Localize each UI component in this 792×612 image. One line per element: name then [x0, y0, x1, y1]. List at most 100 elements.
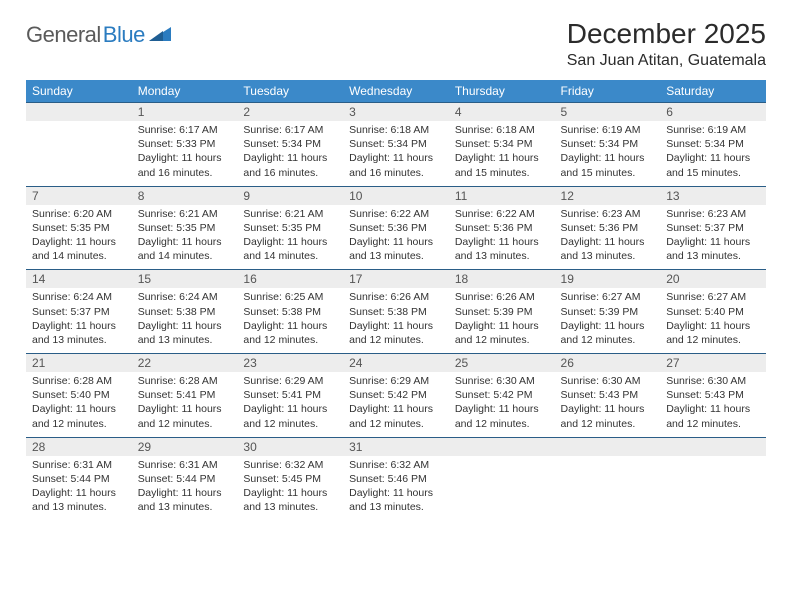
sunset-text: Sunset: 5:44 PM [138, 473, 216, 485]
day-cell: Sunrise: 6:17 AMSunset: 5:33 PMDaylight:… [132, 121, 238, 186]
sunset-text: Sunset: 5:42 PM [349, 389, 427, 401]
sunset-text: Sunset: 5:34 PM [243, 138, 321, 150]
sunrise-text: Sunrise: 6:21 AM [138, 208, 218, 220]
sunrise-text: Sunrise: 6:30 AM [666, 375, 746, 387]
daylight-text: Daylight: 11 hours and 13 minutes. [455, 236, 539, 262]
daylight-text: Daylight: 11 hours and 12 minutes. [561, 403, 645, 429]
sunset-text: Sunset: 5:39 PM [455, 306, 533, 318]
day-content-row: Sunrise: 6:31 AM Sunset: 5:44 PM Daylight:… [26, 456, 766, 521]
daylight-text: Daylight: 11 hours and 13 minutes. [138, 320, 222, 346]
weekday-header: Monday [132, 80, 238, 103]
day-cell: Sunrise: 6:30 AMSunset: 5:43 PMDaylight:… [555, 372, 661, 437]
daylight-text: Daylight: 11 hours and 15 minutes. [666, 152, 750, 178]
day-cell: Sunrise: 6:22 AM Sunset: 5:36 PM Daylight:… [449, 205, 555, 270]
daylight-text: Daylight: 11 hours and 12 minutes. [138, 403, 222, 429]
daylight-text: Daylight: 11 hours and 13 minutes. [349, 487, 433, 513]
day-cell: Sunrise: 6:19 AMSunset: 5:34 PMDaylight:… [555, 121, 661, 186]
daylight-text: Daylight: 11 hours and 12 minutes. [455, 403, 539, 429]
sunset-text: Sunset: 5:38 PM [243, 306, 321, 318]
sunrise-text: Sunrise: 6:22 AM [455, 208, 535, 220]
day-cell: Sunrise: 6:21 AMSunset: 5:35 PMDaylight:… [237, 205, 343, 270]
sunset-text: Sunset: 5:36 PM [455, 222, 533, 234]
day-number: 28 [26, 437, 132, 456]
day-cell: Sunrise: 6:25 AMSunset: 5:38 PMDaylight:… [237, 288, 343, 353]
day-cell: Sunrise: 6:31 AMSunset: 5:44 PMDaylight:… [132, 456, 238, 521]
sunrise-text: Sunrise: 6:26 AM [349, 291, 429, 303]
sunrise-text: Sunrise: 6:29 AM [349, 375, 429, 387]
day-number: 26 [555, 354, 661, 373]
day-cell: Sunrise: 6:20 AMSunset: 5:35 PMDaylight:… [26, 205, 132, 270]
daylight-text: Daylight: 11 hours and 12 minutes. [666, 403, 750, 429]
sunset-text: Sunset: 5:45 PM [243, 473, 321, 485]
daylight-text: Daylight: 11 hours and 12 minutes. [349, 320, 433, 346]
sunrise-text: Sunrise: 6:19 AM [666, 124, 746, 136]
daylight-text: Daylight: 11 hours and 16 minutes. [349, 152, 433, 178]
day-number: 3 [343, 103, 449, 122]
day-number: 6 [660, 103, 766, 122]
day-cell: Sunrise: 6:29 AMSunset: 5:41 PMDaylight:… [237, 372, 343, 437]
sunset-text: Sunset: 5:39 PM [561, 306, 639, 318]
daylight-text: Daylight: 11 hours and 12 minutes. [243, 320, 327, 346]
day-number: 11 [449, 186, 555, 205]
day-content-row: Sunrise: 6:24 AM Sunset: 5:37 PM Daylight:… [26, 288, 766, 353]
daylight-text: Daylight: 11 hours and 15 minutes. [455, 152, 539, 178]
day-cell [449, 456, 555, 521]
sunrise-text: Sunrise: 6:27 AM [666, 291, 746, 303]
day-cell: Sunrise: 6:31 AMSunset: 5:44 PMDaylight:… [26, 456, 132, 521]
daylight-text: Daylight: 11 hours and 13 minutes. [32, 487, 116, 513]
day-number-row: 78910111213 [26, 186, 766, 205]
calendar-body: 123456Sunrise: 6:17 AMSunset: 5:33 PMDay… [26, 103, 766, 521]
day-cell: Sunrise: 6:21 AMSunset: 5:35 PMDaylight:… [132, 205, 238, 270]
daylight-text: Daylight: 11 hours and 14 minutes. [243, 236, 327, 262]
daylight-text: Daylight: 11 hours and 12 minutes. [561, 320, 645, 346]
daylight-text: Daylight: 11 hours and 13 minutes. [666, 236, 750, 262]
day-cell: Sunrise: 6:28 AMSunset: 5:41 PMDaylight:… [132, 372, 238, 437]
daylight-text: Daylight: 11 hours and 12 minutes. [666, 320, 750, 346]
weekday-header: Sunday [26, 80, 132, 103]
sunset-text: Sunset: 5:36 PM [349, 222, 427, 234]
sunset-text: Sunset: 5:46 PM [349, 473, 427, 485]
sunset-text: Sunset: 5:34 PM [349, 138, 427, 150]
day-number: 19 [555, 270, 661, 289]
sunrise-text: Sunrise: 6:19 AM [561, 124, 641, 136]
day-cell: Sunrise: 6:23 AMSunset: 5:37 PMDaylight:… [660, 205, 766, 270]
day-content-row: Sunrise: 6:20 AMSunset: 5:35 PMDaylight:… [26, 205, 766, 270]
day-cell: Sunrise: 6:28 AMSunset: 5:40 PMDaylight:… [26, 372, 132, 437]
day-number: 25 [449, 354, 555, 373]
sunrise-text: Sunrise: 6:20 AM [32, 208, 112, 220]
sunset-text: Sunset: 5:37 PM [32, 306, 110, 318]
sunrise-text: Sunrise: 6:29 AM [243, 375, 323, 387]
sunset-text: Sunset: 5:34 PM [455, 138, 533, 150]
sunrise-text: Sunrise: 6:23 AM [561, 208, 641, 220]
day-cell: Sunrise: 6:24 AMSunset: 5:37 PMDaylight:… [26, 288, 132, 353]
day-cell: Sunrise: 6:32 AMSunset: 5:45 PMDaylight:… [237, 456, 343, 521]
sunrise-text: Sunrise: 6:24 AM [138, 291, 218, 303]
day-cell: Sunrise: 6:24 AMSunset: 5:38 PMDaylight:… [132, 288, 238, 353]
day-number: 4 [449, 103, 555, 122]
weekday-header: Friday [555, 80, 661, 103]
sunset-text: Sunset: 5:44 PM [32, 473, 110, 485]
day-cell [660, 456, 766, 521]
day-number: 8 [132, 186, 238, 205]
day-number: 30 [237, 437, 343, 456]
day-number: 17 [343, 270, 449, 289]
day-cell: Sunrise: 6:19 AMSunset: 5:34 PMDaylight:… [660, 121, 766, 186]
day-cell: Sunrise: 6:30 AMSunset: 5:43 PMDaylight:… [660, 372, 766, 437]
day-number: 2 [237, 103, 343, 122]
sunrise-text: Sunrise: 6:18 AM [455, 124, 535, 136]
sunrise-text: Sunrise: 6:28 AM [138, 375, 218, 387]
daylight-text: Daylight: 11 hours and 13 minutes. [243, 487, 327, 513]
sunrise-text: Sunrise: 6:30 AM [561, 375, 641, 387]
sunrise-text: Sunrise: 6:31 AM [138, 459, 218, 471]
day-cell: Sunrise: 6:23 AMSunset: 5:36 PMDaylight:… [555, 205, 661, 270]
calendar-table: Sunday Monday Tuesday Wednesday Thursday… [26, 80, 766, 520]
daylight-text: Daylight: 11 hours and 16 minutes. [243, 152, 327, 178]
day-cell: Sunrise: 6:29 AMSunset: 5:42 PMDaylight:… [343, 372, 449, 437]
day-number: 31 [343, 437, 449, 456]
sunset-text: Sunset: 5:34 PM [561, 138, 639, 150]
day-number: 21 [26, 354, 132, 373]
day-number: 5 [555, 103, 661, 122]
day-cell: Sunrise: 6:27 AMSunset: 5:40 PMDaylight:… [660, 288, 766, 353]
day-number: 15 [132, 270, 238, 289]
day-cell: Sunrise: 6:32 AMSunset: 5:46 PMDaylight:… [343, 456, 449, 521]
